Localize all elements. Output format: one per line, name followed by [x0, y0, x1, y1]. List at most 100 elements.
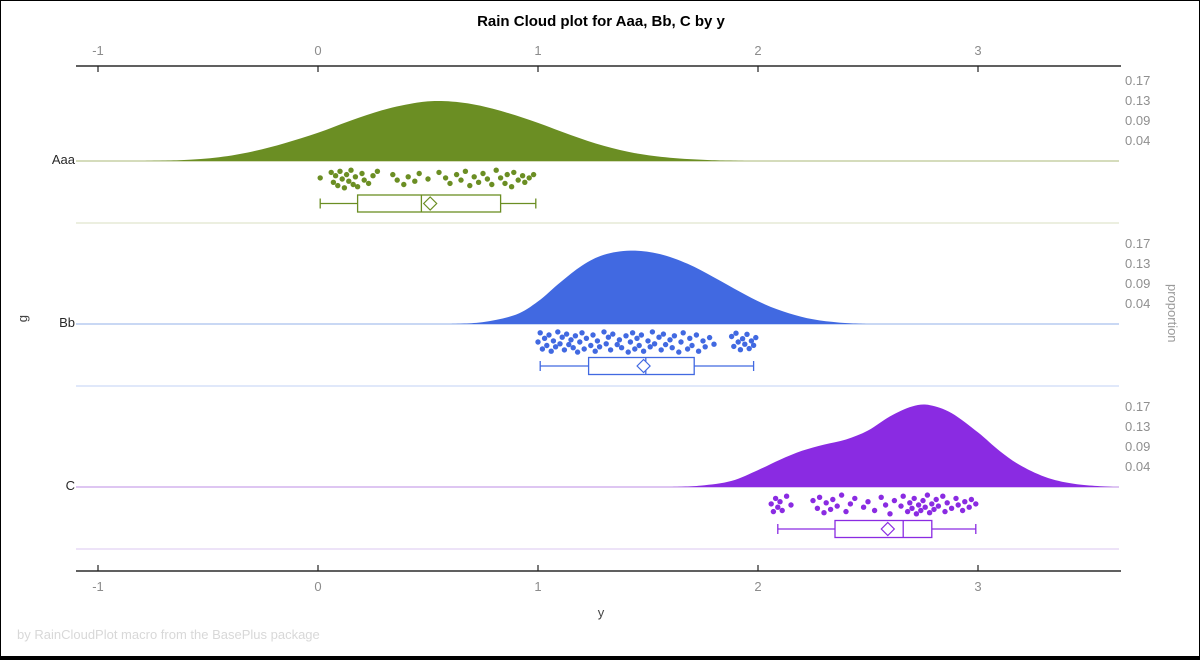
- rain-point: [737, 347, 744, 353]
- rain-point: [911, 495, 917, 502]
- rain-point: [651, 341, 658, 347]
- rain-point: [865, 499, 871, 505]
- rain-point: [480, 170, 486, 177]
- rain-point: [447, 180, 453, 187]
- rain-point: [948, 505, 955, 511]
- rain-point: [966, 504, 972, 510]
- rain-point: [610, 331, 616, 337]
- rain-point: [871, 507, 878, 514]
- rain-point: [904, 508, 911, 515]
- rain-point: [588, 342, 594, 349]
- x-tick-label-top: 3: [974, 43, 982, 58]
- rain-point: [594, 338, 601, 344]
- rain-point: [706, 334, 713, 341]
- rain-point: [390, 171, 396, 178]
- x-tick-label-top: 2: [754, 43, 762, 58]
- rain-point: [660, 331, 667, 337]
- rain-point: [365, 180, 372, 187]
- rain-point: [405, 174, 411, 180]
- rain-point: [497, 175, 504, 181]
- rain-point: [891, 497, 898, 504]
- right-tick-label: 0.13: [1125, 419, 1151, 434]
- rain-point: [330, 179, 337, 185]
- rain-point: [968, 496, 975, 503]
- rain-point: [557, 341, 563, 347]
- rain-point: [918, 507, 924, 514]
- rain-point: [913, 511, 920, 517]
- rain-point: [915, 502, 922, 508]
- rain-point: [590, 332, 596, 338]
- rain-point: [475, 179, 482, 185]
- category-label-c: C: [65, 478, 75, 493]
- rain-point: [667, 337, 673, 343]
- rain-point: [772, 495, 779, 502]
- rain-point: [489, 181, 495, 188]
- right-tick-label: 0.13: [1125, 93, 1151, 108]
- rain-point: [739, 336, 746, 342]
- right-tick-label: 0.04: [1125, 133, 1151, 148]
- rain-point: [394, 177, 400, 183]
- rain-point: [907, 500, 913, 506]
- right-tick-label: 0.09: [1125, 276, 1151, 291]
- rain-point: [625, 349, 631, 355]
- rain-point: [695, 348, 702, 354]
- rain-point: [603, 341, 609, 347]
- density-cloud-c: [670, 404, 1115, 487]
- rain-point: [341, 185, 348, 191]
- rain-point: [728, 333, 735, 340]
- rain-point: [337, 168, 343, 174]
- rain-point: [638, 332, 645, 338]
- rain-point: [629, 330, 636, 336]
- rain-point: [750, 342, 757, 348]
- rain-point: [959, 507, 966, 514]
- rain-point: [711, 341, 717, 347]
- chart-title: Rain Cloud plot for Aaa, Bb, C by y: [477, 13, 725, 30]
- rain-point: [814, 505, 821, 511]
- rain-point: [632, 346, 638, 352]
- rain-point: [680, 330, 686, 336]
- rain-point: [526, 175, 532, 181]
- rain-point: [616, 337, 623, 343]
- rain-point: [541, 335, 548, 341]
- rain-point: [605, 334, 612, 340]
- rain-point: [548, 348, 554, 354]
- rain-point: [852, 495, 858, 502]
- rain-point: [370, 173, 376, 179]
- rain-point: [882, 502, 889, 508]
- rain-point: [810, 497, 816, 504]
- x-tick-label-top: 0: [314, 43, 322, 58]
- rain-point: [601, 329, 607, 335]
- rain-point: [607, 347, 614, 353]
- rain-point: [735, 339, 741, 345]
- rain-point: [933, 496, 939, 503]
- rain-point: [416, 170, 422, 177]
- rain-point: [700, 338, 706, 344]
- rain-point: [944, 500, 950, 506]
- rain-point: [788, 502, 794, 508]
- rain-point: [335, 182, 341, 189]
- rain-point: [471, 174, 477, 180]
- rain-point: [539, 346, 546, 352]
- rain-point: [860, 504, 867, 510]
- right-tick-label: 0.17: [1125, 399, 1151, 414]
- rain-point: [942, 508, 948, 515]
- rain-point: [623, 333, 629, 339]
- rain-point: [669, 345, 675, 351]
- rain-point: [453, 171, 460, 178]
- rain-point: [361, 177, 367, 183]
- rain-point: [618, 345, 625, 351]
- rain-point: [731, 343, 737, 350]
- rain-point: [640, 348, 647, 354]
- footer-attribution: by RainCloudPlot macro from the BasePlus…: [17, 627, 320, 642]
- rain-point: [779, 507, 785, 514]
- category-label-bb: Bb: [59, 315, 75, 330]
- rain-point: [827, 506, 834, 513]
- rain-point: [678, 339, 684, 345]
- rain-point: [847, 501, 854, 507]
- rain-point: [935, 503, 942, 509]
- rain-point: [596, 344, 603, 350]
- mean-diamond: [636, 358, 651, 374]
- rain-point: [748, 338, 755, 344]
- rain-point: [574, 349, 581, 355]
